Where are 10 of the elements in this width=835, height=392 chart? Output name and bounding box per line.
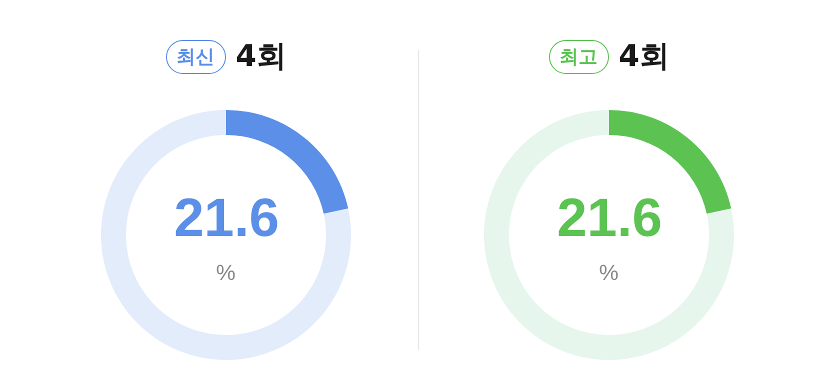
donut-slice — [101, 110, 351, 360]
data-label: 21.6 — [557, 188, 662, 248]
text: % — [216, 260, 236, 285]
text: % — [599, 260, 619, 285]
chart-subtitle: 최고 — [548, 40, 609, 74]
chart-subtitle: 최신 — [166, 40, 226, 74]
donut-slice — [484, 110, 734, 360]
chart-title: 4회 — [236, 38, 286, 76]
chart-title: 4회 — [618, 38, 670, 76]
data-label: 21.6 — [174, 188, 280, 248]
